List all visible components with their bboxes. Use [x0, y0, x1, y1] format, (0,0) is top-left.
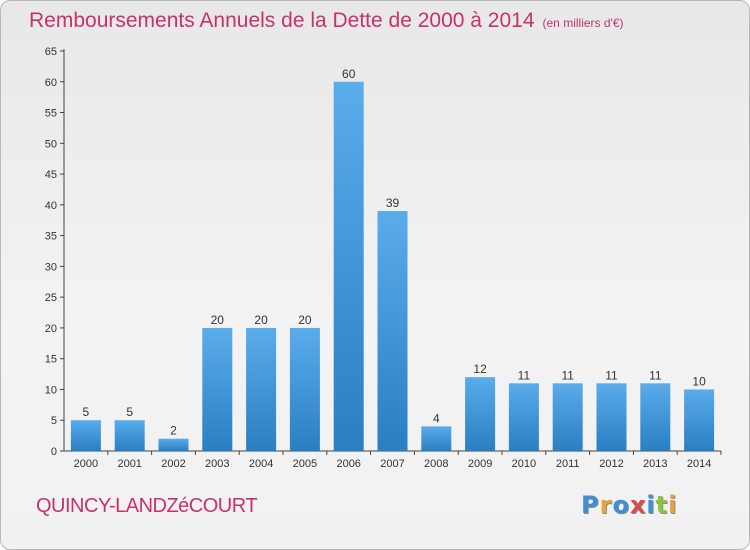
x-tick-label: 2012	[599, 458, 623, 470]
data-label: 20	[254, 313, 268, 327]
bar	[70, 420, 101, 451]
data-label: 39	[386, 196, 400, 210]
data-label: 20	[211, 313, 225, 327]
data-label: 4	[433, 411, 440, 425]
x-tick-label: 2005	[293, 458, 317, 470]
bar	[684, 389, 715, 451]
y-tick-label: 0	[51, 446, 57, 458]
title-text: Remboursements Annuels de la Dette de 20…	[29, 9, 535, 32]
title-unit: (en milliers d'€)	[542, 16, 624, 30]
bar	[377, 211, 408, 451]
y-tick-label: 55	[45, 108, 57, 120]
commune-name: QUINCY-LANDZéCOURT	[36, 495, 258, 517]
x-tick-label: 2001	[117, 458, 141, 470]
data-label: 11	[561, 368, 574, 382]
x-tick-label: 2004	[249, 458, 273, 470]
y-tick-label: 10	[45, 384, 57, 396]
x-tick-label: 2008	[424, 458, 448, 470]
x-tick-label: 2014	[687, 458, 711, 470]
x-tick-label: 2010	[512, 458, 536, 470]
bar	[114, 420, 145, 451]
y-tick-label: 40	[45, 200, 57, 212]
bar	[596, 383, 627, 451]
bar	[640, 383, 671, 451]
data-label: 11	[605, 368, 618, 382]
x-tick-label: 2003	[205, 458, 229, 470]
bar	[289, 327, 320, 451]
x-tick-label: 2006	[336, 458, 360, 470]
y-tick-label: 15	[45, 354, 57, 366]
y-tick-label: 60	[45, 77, 57, 89]
data-label: 12	[473, 362, 487, 376]
bar	[508, 383, 539, 451]
y-tick-label: 45	[45, 169, 57, 181]
data-label: 10	[692, 374, 706, 388]
data-label: 11	[649, 368, 662, 382]
y-tick-label: 5	[51, 415, 57, 427]
y-tick-label: 35	[45, 231, 57, 243]
data-label: 20	[298, 313, 312, 327]
data-label: 11	[518, 368, 531, 382]
y-tick-label: 20	[45, 323, 57, 335]
bar	[552, 383, 583, 451]
proxiti-logo: Proxiti	[581, 491, 678, 519]
x-tick-label: 2009	[468, 458, 492, 470]
x-tick-label: 2013	[643, 458, 667, 470]
x-tick-label: 2002	[161, 458, 185, 470]
y-tick-label: 50	[45, 138, 57, 150]
chart-title: Remboursements Annuels de la Dette de 20…	[29, 9, 624, 33]
x-tick-label: 2000	[74, 458, 98, 470]
x-tick-label: 2011	[556, 458, 580, 470]
data-label: 5	[83, 405, 90, 419]
bar	[246, 327, 277, 451]
y-tick-label: 30	[45, 261, 57, 273]
y-tick-label: 65	[45, 46, 57, 58]
bar	[421, 426, 452, 451]
data-label: 2	[170, 424, 177, 438]
x-tick-label: 2007	[380, 458, 404, 470]
y-tick-label: 25	[45, 292, 57, 304]
data-label: 60	[342, 67, 356, 81]
bar	[465, 377, 496, 451]
data-label: 5	[126, 405, 133, 419]
bar	[158, 438, 189, 451]
bar	[202, 327, 233, 451]
bar	[333, 81, 364, 452]
